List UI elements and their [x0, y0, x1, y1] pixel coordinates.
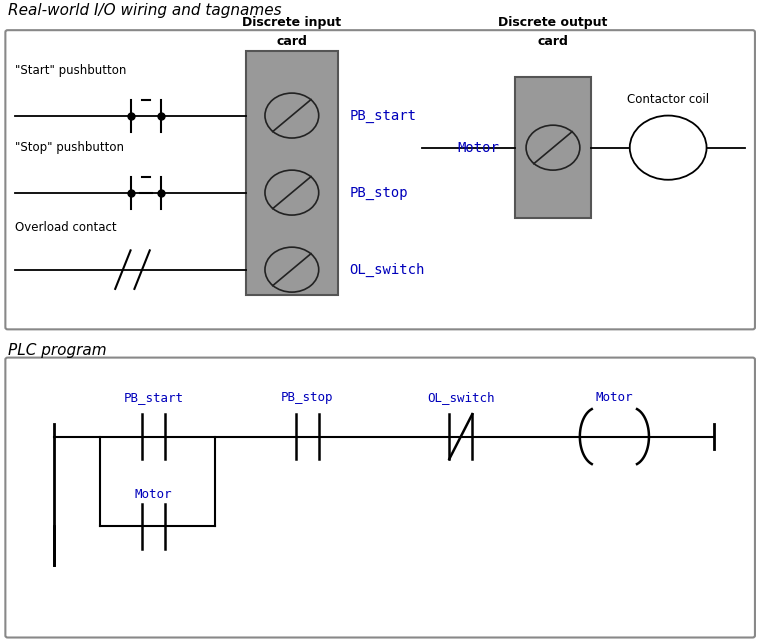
Text: Discrete input: Discrete input — [242, 16, 342, 29]
Text: Motor: Motor — [457, 141, 499, 155]
Circle shape — [526, 125, 580, 170]
Text: Motor: Motor — [596, 392, 633, 404]
Circle shape — [265, 170, 319, 215]
Text: PB_stop: PB_stop — [349, 186, 408, 200]
Text: card: card — [538, 35, 568, 48]
Circle shape — [265, 93, 319, 138]
Text: card: card — [276, 35, 307, 48]
Text: Overload contact: Overload contact — [15, 221, 117, 234]
FancyBboxPatch shape — [5, 30, 755, 329]
FancyBboxPatch shape — [5, 358, 755, 638]
Text: Real-world I/O wiring and tagnames: Real-world I/O wiring and tagnames — [8, 3, 281, 18]
Text: "Stop" pushbutton: "Stop" pushbutton — [15, 141, 124, 154]
Text: Contactor coil: Contactor coil — [627, 93, 709, 106]
Text: "Start" pushbutton: "Start" pushbutton — [15, 64, 127, 77]
Text: Motor: Motor — [135, 488, 172, 501]
Text: PB_start: PB_start — [124, 392, 184, 404]
Bar — [246, 51, 338, 295]
Circle shape — [630, 116, 707, 180]
Text: PLC program: PLC program — [8, 343, 106, 358]
Text: OL_switch: OL_switch — [427, 392, 495, 404]
Text: PB_stop: PB_stop — [281, 392, 333, 404]
Circle shape — [265, 247, 319, 292]
Text: OL_switch: OL_switch — [349, 263, 425, 277]
Text: PB_start: PB_start — [349, 108, 416, 123]
Text: Discrete output: Discrete output — [498, 16, 607, 29]
Bar — [515, 77, 591, 218]
